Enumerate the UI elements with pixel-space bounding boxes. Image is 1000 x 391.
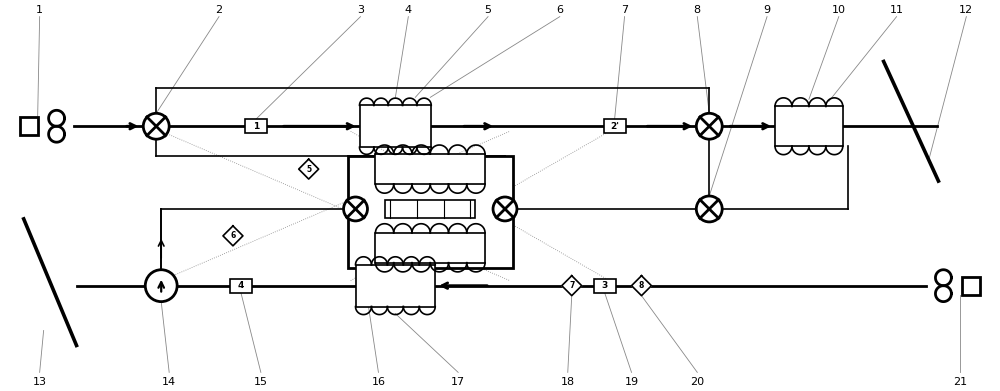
Polygon shape (562, 276, 582, 296)
Bar (20, 117, 38, 135)
Bar (375, 154, 485, 184)
Bar (962, 277, 980, 295)
Circle shape (696, 113, 722, 139)
Text: 4: 4 (405, 5, 412, 14)
Text: 1: 1 (253, 122, 259, 131)
Text: 8: 8 (639, 281, 644, 290)
Text: 1: 1 (36, 5, 43, 14)
Circle shape (143, 113, 169, 139)
Text: 8: 8 (694, 5, 701, 14)
Text: 13: 13 (33, 377, 47, 387)
Text: 14: 14 (162, 377, 176, 387)
Text: 4: 4 (238, 281, 244, 290)
Bar (230, 279, 252, 292)
Bar (356, 265, 435, 307)
Circle shape (344, 197, 367, 221)
Polygon shape (935, 270, 951, 286)
Polygon shape (632, 276, 651, 296)
Text: 10: 10 (832, 5, 846, 14)
Bar (360, 105, 431, 147)
Text: 6: 6 (556, 5, 563, 14)
Bar (775, 106, 843, 146)
Circle shape (145, 270, 177, 301)
Text: 5: 5 (306, 165, 311, 174)
Text: 12: 12 (959, 5, 973, 14)
Text: 11: 11 (890, 5, 904, 14)
Polygon shape (49, 126, 65, 142)
Bar (594, 279, 616, 292)
Bar (348, 156, 513, 268)
Text: 19: 19 (624, 377, 639, 387)
Polygon shape (299, 159, 319, 179)
Text: 2': 2' (610, 122, 619, 131)
Text: 17: 17 (451, 377, 465, 387)
Text: 3: 3 (602, 281, 608, 290)
Text: 3: 3 (357, 5, 364, 14)
Text: 18: 18 (561, 377, 575, 387)
Bar (604, 119, 626, 133)
Text: 15: 15 (254, 377, 268, 387)
Polygon shape (935, 286, 951, 301)
Text: 2: 2 (215, 5, 223, 14)
Text: 21: 21 (953, 377, 967, 387)
Text: 7: 7 (569, 281, 574, 290)
Text: 5: 5 (485, 5, 492, 14)
Text: 9: 9 (763, 5, 771, 14)
Bar (385, 200, 475, 218)
Polygon shape (49, 110, 65, 126)
Text: 7: 7 (621, 5, 628, 14)
Polygon shape (223, 226, 243, 246)
Circle shape (696, 196, 722, 222)
Bar (375, 233, 485, 263)
Circle shape (493, 197, 517, 221)
Text: 6: 6 (230, 231, 236, 240)
Text: 16: 16 (371, 377, 385, 387)
Bar (245, 119, 267, 133)
Text: 20: 20 (690, 377, 704, 387)
